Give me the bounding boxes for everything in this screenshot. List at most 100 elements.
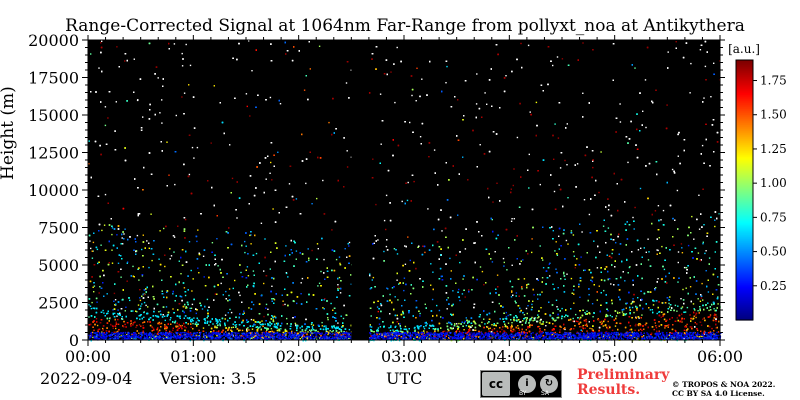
signal-point bbox=[111, 324, 114, 327]
signal-point bbox=[539, 332, 541, 334]
signal-point bbox=[434, 338, 436, 340]
signal-point bbox=[611, 329, 614, 331]
signal-point bbox=[592, 330, 595, 333]
signal-point bbox=[641, 329, 643, 332]
signal-point bbox=[159, 230, 161, 232]
signal-point bbox=[552, 230, 554, 232]
signal-point bbox=[585, 323, 588, 325]
signal-point bbox=[321, 325, 323, 327]
signal-point bbox=[465, 317, 467, 319]
signal-point bbox=[141, 275, 144, 277]
signal-point bbox=[188, 173, 191, 176]
signal-point bbox=[687, 244, 690, 247]
signal-point bbox=[111, 227, 114, 229]
signal-point bbox=[383, 250, 385, 253]
signal-point bbox=[459, 261, 461, 264]
signal-point bbox=[116, 46, 118, 48]
signal-point bbox=[407, 181, 409, 184]
signal-point bbox=[427, 208, 429, 210]
signal-point bbox=[396, 314, 398, 317]
signal-point bbox=[530, 319, 532, 321]
signal-point bbox=[570, 277, 573, 280]
signal-point bbox=[436, 304, 438, 307]
signal-point bbox=[311, 203, 313, 205]
signal-point bbox=[539, 322, 541, 324]
signal-point bbox=[217, 324, 219, 326]
signal-point bbox=[562, 337, 564, 339]
signal-point bbox=[132, 310, 134, 312]
signal-point bbox=[235, 325, 237, 328]
signal-point bbox=[582, 42, 584, 44]
signal-point bbox=[518, 329, 521, 331]
signal-point bbox=[683, 318, 685, 320]
signal-point bbox=[513, 319, 515, 322]
signal-point bbox=[554, 331, 557, 334]
signal-point bbox=[516, 320, 518, 322]
signal-point bbox=[702, 299, 704, 301]
signal-point bbox=[201, 308, 204, 310]
signal-point bbox=[348, 241, 351, 244]
signal-point bbox=[668, 302, 670, 305]
signal-point bbox=[519, 311, 521, 313]
signal-point bbox=[601, 322, 603, 324]
signal-point bbox=[294, 331, 296, 334]
signal-point bbox=[191, 303, 194, 306]
signal-point bbox=[501, 328, 503, 331]
signal-point bbox=[699, 300, 702, 302]
signal-point bbox=[620, 322, 622, 325]
signal-point bbox=[173, 43, 176, 45]
signal-point bbox=[433, 149, 436, 151]
signal-point bbox=[421, 78, 423, 80]
signal-point bbox=[689, 92, 691, 94]
signal-point bbox=[419, 325, 421, 328]
signal-point bbox=[230, 326, 233, 329]
signal-point bbox=[165, 329, 167, 332]
signal-point bbox=[441, 230, 443, 232]
signal-point bbox=[689, 286, 692, 288]
signal-point bbox=[438, 309, 441, 312]
signal-point bbox=[116, 315, 118, 317]
signal-point bbox=[625, 313, 628, 315]
signal-point bbox=[700, 297, 703, 299]
signal-point bbox=[250, 243, 252, 245]
signal-point bbox=[381, 335, 383, 337]
signal-point bbox=[648, 251, 650, 253]
signal-point bbox=[677, 305, 679, 307]
signal-point bbox=[653, 328, 655, 331]
signal-point bbox=[411, 94, 413, 97]
signal-point bbox=[517, 325, 519, 327]
signal-point bbox=[174, 183, 176, 186]
signal-point bbox=[248, 307, 250, 309]
signal-point bbox=[113, 292, 116, 295]
signal-point bbox=[394, 296, 396, 298]
signal-point bbox=[685, 326, 688, 328]
signal-point bbox=[428, 156, 430, 158]
signal-point bbox=[667, 51, 669, 53]
signal-point bbox=[331, 331, 333, 333]
signal-point bbox=[231, 177, 234, 180]
signal-point bbox=[300, 282, 302, 284]
signal-point bbox=[111, 233, 113, 236]
signal-point bbox=[212, 323, 214, 325]
signal-point bbox=[457, 214, 459, 216]
signal-point bbox=[644, 79, 647, 81]
signal-point bbox=[440, 316, 442, 318]
signal-point bbox=[590, 279, 592, 281]
signal-point bbox=[181, 52, 183, 55]
signal-point bbox=[549, 275, 551, 277]
signal-point bbox=[103, 312, 105, 314]
signal-point bbox=[552, 283, 554, 285]
signal-point bbox=[114, 312, 116, 315]
signal-point bbox=[209, 321, 212, 323]
signal-point bbox=[582, 92, 584, 94]
signal-point bbox=[566, 273, 568, 275]
signal-point bbox=[607, 227, 610, 229]
signal-point bbox=[247, 320, 250, 323]
signal-point bbox=[224, 314, 227, 316]
signal-point bbox=[136, 324, 138, 327]
signal-point bbox=[531, 316, 533, 319]
signal-point bbox=[488, 330, 490, 332]
signal-point bbox=[377, 310, 379, 313]
chart-title: Range-Corrected Signal at 1064nm Far-Ran… bbox=[65, 16, 745, 36]
signal-point bbox=[481, 321, 483, 324]
